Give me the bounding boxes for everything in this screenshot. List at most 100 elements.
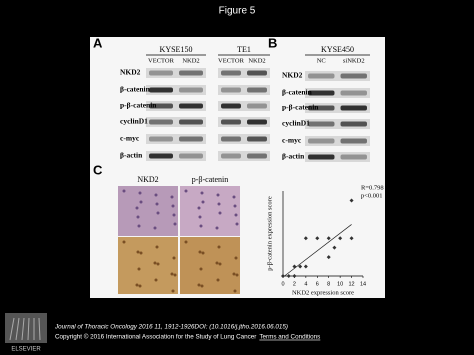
cell	[232, 195, 236, 199]
point	[326, 236, 331, 241]
logo-stroke	[27, 317, 30, 341]
blot-strip	[218, 151, 270, 161]
lane-label: NKD2	[248, 57, 265, 64]
histology-image	[180, 237, 240, 294]
blot-band	[247, 103, 267, 109]
cell	[171, 204, 175, 208]
blot-band	[308, 73, 335, 79]
blot-band	[308, 154, 335, 160]
point	[303, 236, 308, 241]
cell	[197, 283, 201, 287]
blot-band	[247, 70, 267, 76]
cell	[184, 189, 188, 193]
image-title: NKD2	[137, 175, 158, 184]
cell	[234, 213, 238, 217]
point	[326, 255, 331, 260]
blot-band	[221, 119, 241, 125]
cell	[235, 222, 239, 226]
blot-band	[179, 87, 203, 93]
lane-label: NKD2	[182, 57, 199, 64]
blot-band	[179, 136, 203, 142]
point	[332, 245, 337, 250]
cell	[135, 206, 139, 210]
blot-band	[179, 103, 203, 109]
point	[338, 236, 343, 241]
point	[349, 198, 354, 203]
blot-strip	[305, 88, 370, 98]
x-tick-label: 14	[360, 281, 366, 287]
cell	[172, 213, 176, 217]
cell	[135, 283, 139, 287]
terms-link[interactable]: Terms and Conditions	[259, 334, 320, 341]
cell	[184, 240, 188, 244]
blot-strip	[218, 134, 270, 144]
histology-image	[118, 186, 178, 236]
blot-band	[340, 90, 367, 96]
cell	[170, 272, 174, 276]
cell	[153, 261, 157, 265]
blot-band	[308, 138, 335, 144]
cell	[215, 261, 219, 265]
cell	[217, 245, 221, 249]
x-tick-label: 12	[349, 281, 355, 287]
cell	[233, 204, 237, 208]
copyright: Copyright © 2016 International Associati…	[55, 333, 256, 341]
blot-band	[247, 87, 267, 93]
blot-band	[221, 70, 241, 76]
blot-strip	[218, 85, 270, 95]
blot-strip	[305, 136, 370, 146]
blot-band	[179, 153, 203, 159]
cell	[137, 224, 141, 228]
cell	[216, 193, 220, 197]
point	[298, 264, 303, 269]
blot-band	[340, 73, 367, 79]
cell	[173, 273, 177, 277]
point	[292, 274, 297, 278]
cell	[138, 191, 142, 195]
lane-label: siNKD2	[343, 57, 365, 64]
cell	[122, 189, 126, 193]
logo-stroke	[21, 317, 25, 341]
cell	[201, 200, 205, 204]
cell	[156, 262, 160, 266]
blot-band	[221, 103, 241, 109]
blot-band	[149, 153, 173, 159]
blot-strip	[146, 85, 206, 95]
logo-stroke	[15, 317, 20, 341]
cell	[200, 284, 204, 288]
point	[315, 236, 320, 241]
cell	[171, 289, 175, 293]
cell	[235, 273, 239, 277]
point	[349, 236, 354, 241]
annotation: R=0.798	[361, 184, 384, 191]
point	[292, 264, 297, 269]
row-label: β-catenin	[120, 85, 151, 94]
point	[286, 274, 291, 278]
blot-band	[308, 105, 335, 111]
x-tick-label: 4	[304, 281, 307, 287]
row-label: β-catenin	[282, 88, 313, 97]
blot-band	[149, 87, 173, 93]
x-tick-label: 0	[281, 281, 284, 287]
blot-band	[247, 119, 267, 125]
cell	[139, 251, 143, 255]
cell	[170, 195, 174, 199]
histology-image	[118, 237, 178, 294]
cell	[172, 256, 176, 260]
panel-label: A	[93, 35, 103, 50]
cell	[138, 284, 142, 288]
row-label: p-β-catenin	[282, 103, 319, 112]
blot-strip	[146, 101, 206, 111]
cell	[199, 267, 203, 271]
row-label: NKD2	[282, 71, 303, 80]
blot-strip	[218, 68, 270, 78]
logo-image	[5, 313, 47, 343]
row-label: c-myc	[120, 134, 140, 143]
group-label: TE1	[237, 45, 251, 54]
x-tick-label: 10	[337, 281, 343, 287]
blot-band	[340, 105, 367, 111]
cell	[233, 289, 237, 293]
cell	[199, 224, 203, 228]
cell	[198, 250, 202, 254]
